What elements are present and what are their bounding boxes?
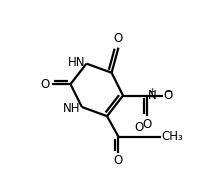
Text: +: + bbox=[148, 87, 156, 96]
Text: O: O bbox=[41, 78, 50, 91]
Text: O: O bbox=[142, 118, 152, 131]
Text: O: O bbox=[134, 121, 144, 134]
Text: O: O bbox=[114, 155, 123, 167]
Text: O: O bbox=[114, 32, 123, 45]
Text: NH: NH bbox=[63, 102, 81, 115]
Text: N: N bbox=[148, 88, 156, 101]
Text: HN: HN bbox=[68, 56, 85, 69]
Text: O: O bbox=[164, 89, 173, 102]
Text: −: − bbox=[165, 87, 173, 97]
Text: CH₃: CH₃ bbox=[162, 130, 184, 143]
